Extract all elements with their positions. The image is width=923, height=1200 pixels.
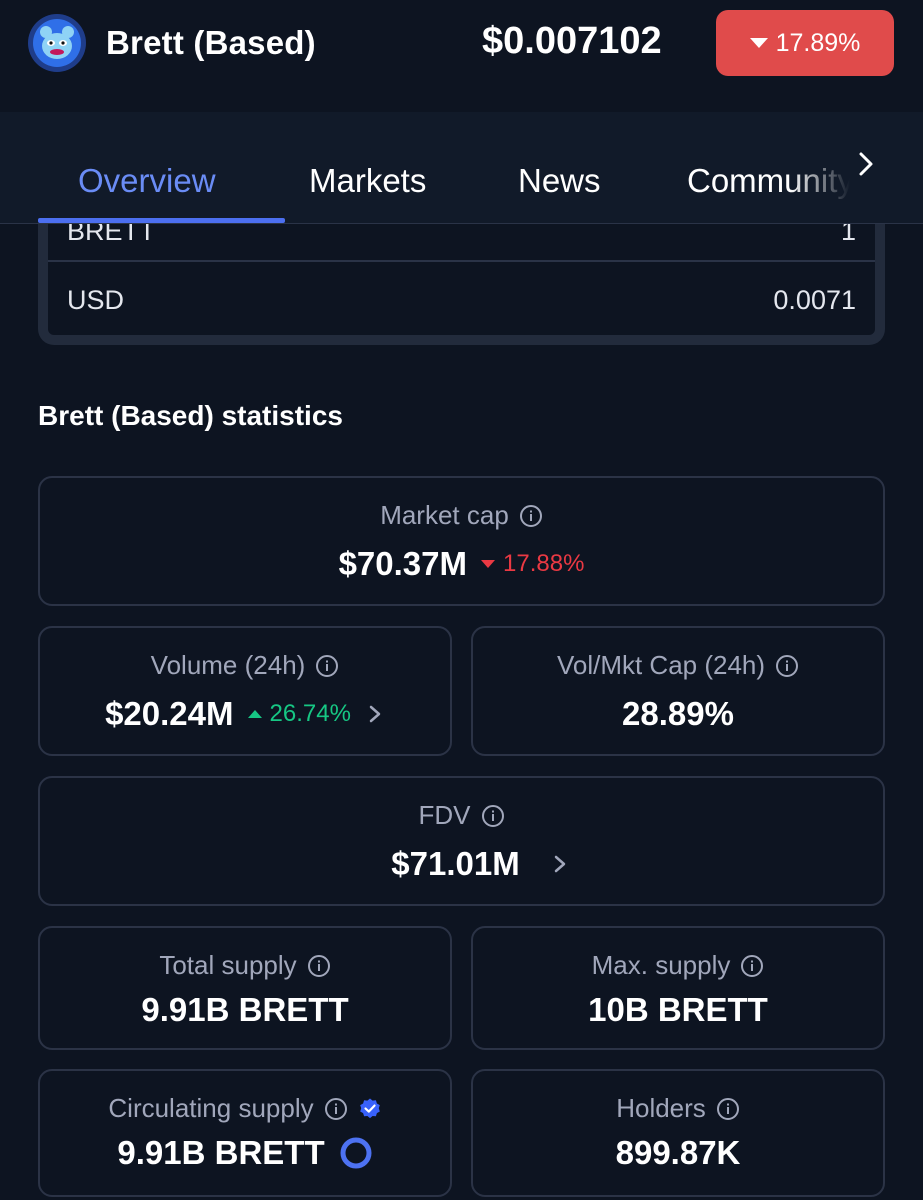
info-icon[interactable]: [740, 954, 764, 978]
fdv-card[interactable]: FDV $71.01M: [38, 776, 885, 906]
info-icon[interactable]: [481, 804, 505, 828]
converter-symbol: USD: [67, 284, 125, 315]
volume-label: Volume (24h): [150, 650, 306, 680]
market-cap-value: $70.37M: [338, 545, 468, 582]
max-supply-label: Max. supply: [591, 950, 731, 980]
converter-value: 1: [840, 224, 856, 246]
price-converter: BRETT 1 USD 0.0071: [38, 224, 885, 345]
market-cap-change-value: 17.88%: [503, 550, 585, 577]
chevron-right-icon[interactable]: [850, 148, 882, 180]
tab-bar: Overview Markets News Community: [0, 112, 923, 224]
price-change-badge: 17.89%: [716, 10, 894, 76]
info-icon[interactable]: [324, 1097, 348, 1121]
info-icon[interactable]: [315, 654, 339, 678]
circulating-supply-label: Circulating supply: [108, 1093, 314, 1123]
caret-down-icon: [481, 560, 496, 568]
price-change-value: 17.89%: [775, 28, 861, 57]
volume-card[interactable]: Volume (24h) $20.24M 26.74%: [38, 626, 452, 756]
total-supply-label: Total supply: [159, 950, 297, 980]
holders-value: 899.87K: [615, 1134, 741, 1171]
volume-change: 26.74%: [247, 700, 351, 728]
verified-badge-icon[interactable]: [358, 1097, 382, 1121]
total-supply-card: Total supply 9.91B BRETT: [38, 926, 452, 1050]
market-cap-card: Market cap $70.37M 17.88%: [38, 476, 885, 606]
market-cap-label: Market cap: [380, 500, 509, 530]
coin-header: Brett (Based) $0.007102 17.89%: [0, 0, 923, 110]
tab-news[interactable]: News: [518, 162, 601, 199]
statistics-title: Brett (Based) statistics: [38, 400, 343, 431]
volume-value: $20.24M: [105, 695, 234, 732]
info-icon[interactable]: [519, 504, 543, 528]
chevron-right-icon[interactable]: [365, 702, 385, 726]
vol-mkt-cap-value: 28.89%: [622, 695, 734, 732]
circulating-supply-value: 9.91B BRETT: [117, 1134, 325, 1171]
volume-change-value: 26.74%: [269, 700, 351, 727]
vol-mkt-cap-card: Vol/Mkt Cap (24h) 28.89%: [471, 626, 885, 756]
info-icon[interactable]: [307, 954, 331, 978]
fdv-label: FDV: [418, 800, 471, 830]
supply-progress-ring-icon: [340, 1137, 372, 1169]
active-tab-indicator: [38, 218, 285, 223]
tab-markets[interactable]: Markets: [309, 162, 427, 199]
converter-row-brett[interactable]: BRETT 1: [48, 224, 875, 262]
coin-name: Brett (Based): [106, 24, 316, 61]
chevron-right-icon[interactable]: [550, 852, 570, 876]
caret-up-icon: [247, 710, 262, 718]
fdv-value: $71.01M: [391, 845, 520, 882]
max-supply-card: Max. supply 10B BRETT: [471, 926, 885, 1050]
market-cap-change: 17.88%: [481, 550, 584, 578]
vol-mkt-cap-label: Vol/Mkt Cap (24h): [556, 650, 766, 680]
caret-down-icon: [749, 38, 768, 48]
holders-label: Holders: [616, 1093, 706, 1123]
circulating-supply-card: Circulating supply 9.91B BRETT: [38, 1069, 452, 1197]
converter-value: 0.0071: [773, 284, 856, 315]
converter-symbol: BRETT: [67, 224, 156, 246]
converter-row-usd[interactable]: USD 0.0071: [48, 270, 875, 330]
coin-price: $0.007102: [482, 20, 662, 62]
max-supply-value: 10B BRETT: [588, 991, 768, 1028]
holders-card: Holders 899.87K: [471, 1069, 885, 1197]
tab-fade-overlay: [790, 152, 923, 220]
info-icon[interactable]: [716, 1097, 740, 1121]
info-icon[interactable]: [775, 654, 799, 678]
tab-overview[interactable]: Overview: [78, 162, 216, 199]
total-supply-value: 9.91B BRETT: [141, 991, 349, 1028]
coin-logo: [28, 14, 86, 72]
